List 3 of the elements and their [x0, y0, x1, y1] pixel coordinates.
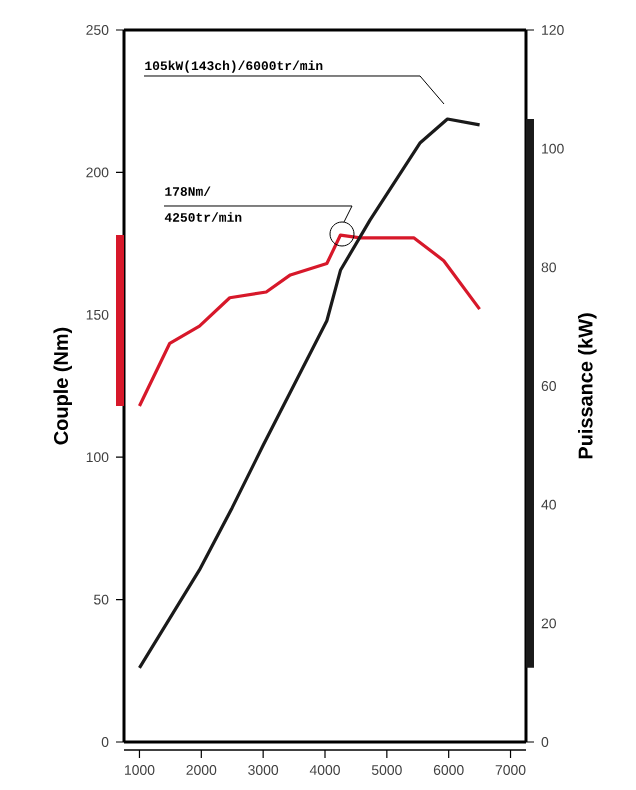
line-series — [137, 117, 482, 670]
y2-axis-title: Puissance (kW) — [577, 313, 597, 459]
y-axis-title: Couple (Nm) — [53, 327, 72, 445]
